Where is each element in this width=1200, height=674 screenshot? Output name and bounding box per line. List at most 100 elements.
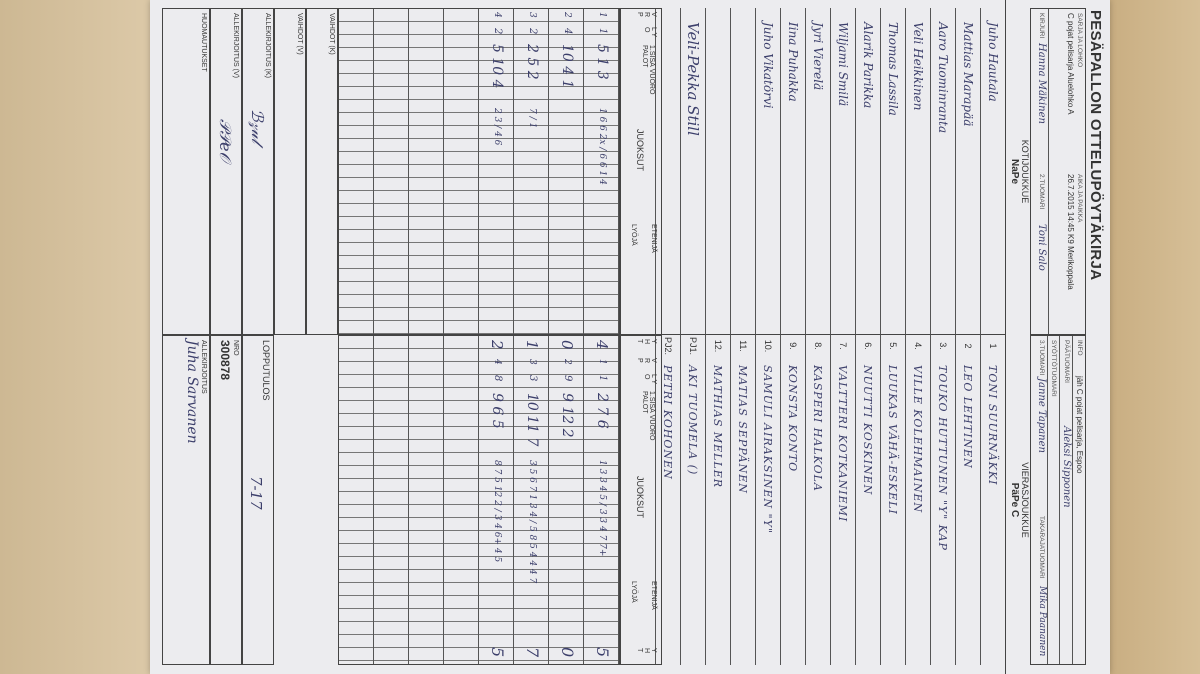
series-value: C pojat pelisarja Aluelohko A — [1066, 13, 1075, 115]
final-score-label: LOPPUTULOS — [261, 340, 271, 401]
home-player-row: Wiljami Smilä — [830, 8, 855, 335]
away-inning-row: 2 9 9 12 2 0 — [550, 335, 585, 665]
home-inning-row: 1 1 5 1 3 1 6 6 2x / 6 6 1 4 — [585, 8, 620, 335]
away-player-name: Leo Lehtinen — [961, 365, 975, 469]
away-player-number: 4. — [913, 342, 923, 350]
away-player-row: 11. Matias Seppänen — [730, 335, 755, 665]
inning-number: 2 — [562, 359, 573, 365]
home-signature: ℬ𝓏𝓊𝓁 — [248, 109, 267, 144]
home-player-row: Veli Heikkinen — [905, 8, 930, 335]
inning-number: 2 — [562, 12, 573, 18]
inning-number: 4 — [492, 12, 503, 18]
scorer-value: Hanna Mäkinen — [1036, 43, 1047, 124]
lyo-header: L Y O — [643, 374, 657, 384]
final-score-box: LOPPUTULOS 7-17 — [242, 335, 274, 665]
home-player-name: Wiljami Smilä — [836, 22, 850, 107]
away-inning-row: 1 1 2 7 6 1 3 3 4 5 / 3 3 4 7 7+ 5 — [585, 335, 620, 665]
inning-number: 1 — [597, 359, 608, 365]
away-player-number: 12. — [713, 339, 723, 353]
pitch-umpire-label: SYÖTTÖTUOMARI — [1050, 340, 1057, 397]
home-inning-row: 3 2 2 5 2 7 / 1 — [515, 8, 550, 335]
away-player-name: Ville Kolehmainen — [911, 365, 925, 514]
away-player-row: 8. Kasperi Halkola — [805, 335, 830, 665]
away-inning-row: 3 3 10 11 7 3 5 6 7 1 3 4 / 5 8 5 4 4 4 7 7 — [515, 335, 550, 665]
away-player-name: Petri Kohonen — [661, 365, 675, 480]
home-player-row: Mattias Marapää — [955, 8, 980, 335]
home-player-name: Alarik Parikka — [861, 22, 875, 109]
home-player-row: Veli-Pekka Still — [680, 8, 705, 335]
home-team-header: KOTIJOUKKUE NaPe — [1006, 8, 1030, 335]
home-player-row: Alarik Parikka — [855, 8, 880, 335]
advancer-header: ETENIJÄ — [650, 581, 657, 610]
away-player-row: 6. Nuutti Koskinen — [855, 335, 880, 665]
remarks-label: HUOMAUTUKSET — [200, 13, 207, 72]
nro-box: NRO 300878 — [210, 335, 242, 665]
inning-lyo: 2 — [527, 28, 538, 35]
inning-number: 3 — [527, 12, 538, 18]
inning-number: 1 — [597, 12, 608, 18]
umpire2-label: 2.TUOMARI — [1038, 174, 1045, 210]
runs-header: JUOKSUT — [635, 476, 645, 519]
vrp-header: V R P — [636, 12, 657, 18]
first-inning-header: 1.SISÄ VUORO PALOT — [641, 45, 655, 95]
info-label: INFO — [1076, 340, 1083, 356]
away-player-number: 5. — [888, 342, 898, 350]
inning-runs: 3 5 6 7 1 3 4 / 5 8 5 4 4 4 7 — [527, 460, 538, 584]
vrp-header: V R P — [636, 358, 657, 364]
away-player-number: PJ1. — [688, 336, 698, 355]
inning-palot: 5 1 3 — [594, 44, 611, 80]
header-away-box: INFO jäh C pojat pelisarja, Espoo PÄÄTUO… — [1030, 335, 1086, 665]
home-player-row: Iina Puhakka — [780, 8, 805, 335]
home-player-row — [730, 8, 755, 335]
away-player-number: 10. — [763, 339, 773, 353]
away-player-row: 1 Toni Suurnäkki — [980, 335, 1005, 665]
inning-palot: 10 11 7 — [524, 393, 541, 447]
inning-palot: 9 12 2 — [559, 393, 576, 438]
inning-number: 4 — [492, 359, 503, 365]
home-player-row: Jyri Vierelä — [805, 8, 830, 335]
inning-palot: 2 7 6 — [594, 393, 611, 429]
away-innings-header: Y H T V R P L Y O 1.SISÄ VUORO PALOT JUO… — [620, 335, 662, 665]
desk-background — [0, 0, 150, 674]
inning-lyo: 3 — [527, 375, 538, 382]
time-place-value: 26.7.2015 14:45 K9 Merikoppala — [1066, 174, 1075, 290]
away-inning-total: 7 — [523, 647, 542, 658]
head-umpire-value: Aleksi Sipponen — [1061, 426, 1072, 508]
away-player-name: Toni Suurnäkki — [986, 365, 1000, 486]
head-umpire-label: PÄÄTUOMARI — [1063, 340, 1070, 383]
innings-rows: 1 1 5 1 3 1 6 6 2x / 6 6 1 4 4 2 4 10 4 1 0 3 2 2 5… — [338, 0, 620, 674]
away-player-name: Konsta Konto — [786, 365, 800, 473]
inning-palot: 9 6 5 — [489, 393, 506, 429]
away-player-row: 5. Luukas Vähä-Eskeli — [880, 335, 905, 665]
remarks-field: HUOMAUTUKSET — [162, 8, 210, 335]
home-player-name: Juho Vikatörvi — [761, 22, 775, 109]
inning-lyo: 1 — [597, 375, 608, 382]
inning-lyo: 1 — [597, 28, 608, 35]
sign-away-label: ALLEKIRJOITUS (V) — [232, 13, 239, 78]
advancer-header: ETENIJÄ — [650, 224, 657, 253]
back-umpire-value: Mika Paananen — [1037, 586, 1047, 657]
sign-home-label: ALLEKIRJOITUS (K) — [264, 13, 271, 78]
away-player-row: 2 Leo Lehtinen — [955, 335, 980, 665]
away-player-row: 7. Valtteri Kotkaniemi — [830, 335, 855, 665]
home-innings-header: V R P L Y O 1.SISÄ VUORO PALOT JUOKSUT E… — [620, 8, 662, 335]
lyo-header: L Y O — [643, 27, 657, 37]
umpire3-label: 3.TUOMARI — [1038, 340, 1045, 376]
away-team-name: PäPe C — [1009, 482, 1020, 518]
series-label: SARJA JA LOHKO — [1076, 13, 1083, 68]
inning-lyo: 9 — [562, 375, 573, 382]
away-player-name: Kasperi Halkola — [811, 365, 825, 492]
inning-lyo: 8 — [492, 375, 503, 382]
away-player-name: Aki Tuomela () — [686, 365, 700, 476]
home-player-row: Aaro Tuominranta — [930, 8, 955, 335]
away-player-row: 9. Konsta Konto — [780, 335, 805, 665]
signature-value: Juha Sarvanen — [184, 340, 200, 444]
subs-home-label: VAIHDOT (K) — [328, 13, 335, 55]
home-player-name: Aaro Tuominranta — [936, 22, 950, 134]
away-player-row: 12. Mathias Meller — [705, 335, 730, 665]
info-value: jäh C pojat pelisarja, Espoo — [1075, 376, 1084, 474]
form-title: PESÄPALLON OTTELUPÖYTÄKIRJA — [1087, 10, 1104, 281]
away-player-number: 8. — [813, 342, 823, 350]
scorer-label: KIRJURI — [1038, 13, 1045, 39]
sign-home-field: ALLEKIRJOITUS (K) ℬ𝓏𝓊𝓁 — [242, 8, 274, 335]
